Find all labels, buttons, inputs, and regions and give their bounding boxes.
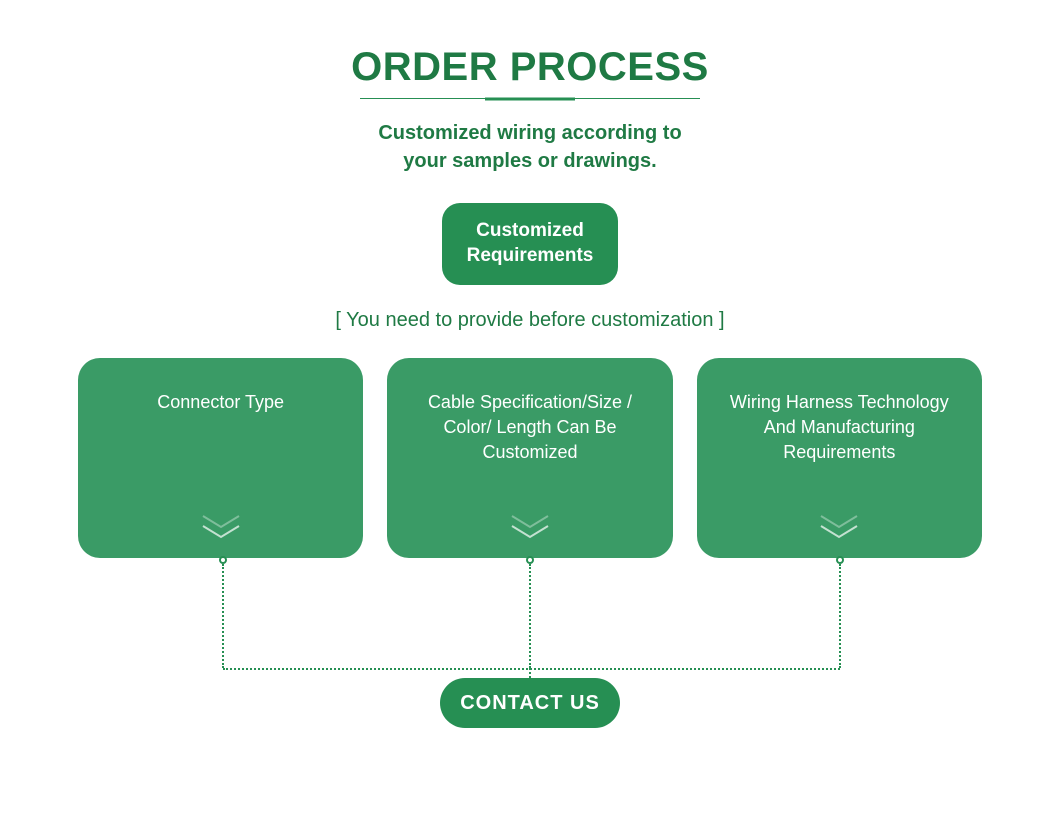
card-connector-type: Connector Type	[78, 358, 363, 558]
subtitle-line1: Customized wiring according to	[378, 122, 681, 144]
contact-us-button[interactable]: CONTACT US	[440, 678, 620, 728]
card-text: Connector Type	[157, 390, 284, 415]
card-text: Cable Specification/Size / Color/ Length…	[409, 390, 650, 466]
customized-requirements-button[interactable]: Customized Requirements	[442, 203, 618, 285]
card-cable-spec: Cable Specification/Size / Color/ Length…	[387, 358, 672, 558]
chevron-down-icon	[817, 514, 861, 534]
subtitle: Customized wiring according to your samp…	[0, 119, 1060, 175]
card-text: Wiring Harness Technology And Manufactur…	[719, 390, 960, 466]
card-wiring-harness: Wiring Harness Technology And Manufactur…	[697, 358, 982, 558]
bracket-instruction: [ You need to provide before customizati…	[0, 309, 1060, 332]
req-btn-line1: Customized	[476, 220, 584, 241]
chevron-down-icon	[199, 514, 243, 534]
cards-row: Connector Type Cable Specification/Size …	[0, 358, 1060, 558]
subtitle-line2: your samples or drawings.	[403, 150, 656, 172]
chevron-down-icon	[508, 514, 552, 534]
title-underline	[360, 98, 700, 99]
req-btn-line2: Requirements	[467, 245, 594, 266]
page-title: ORDER PROCESS	[0, 45, 1060, 90]
